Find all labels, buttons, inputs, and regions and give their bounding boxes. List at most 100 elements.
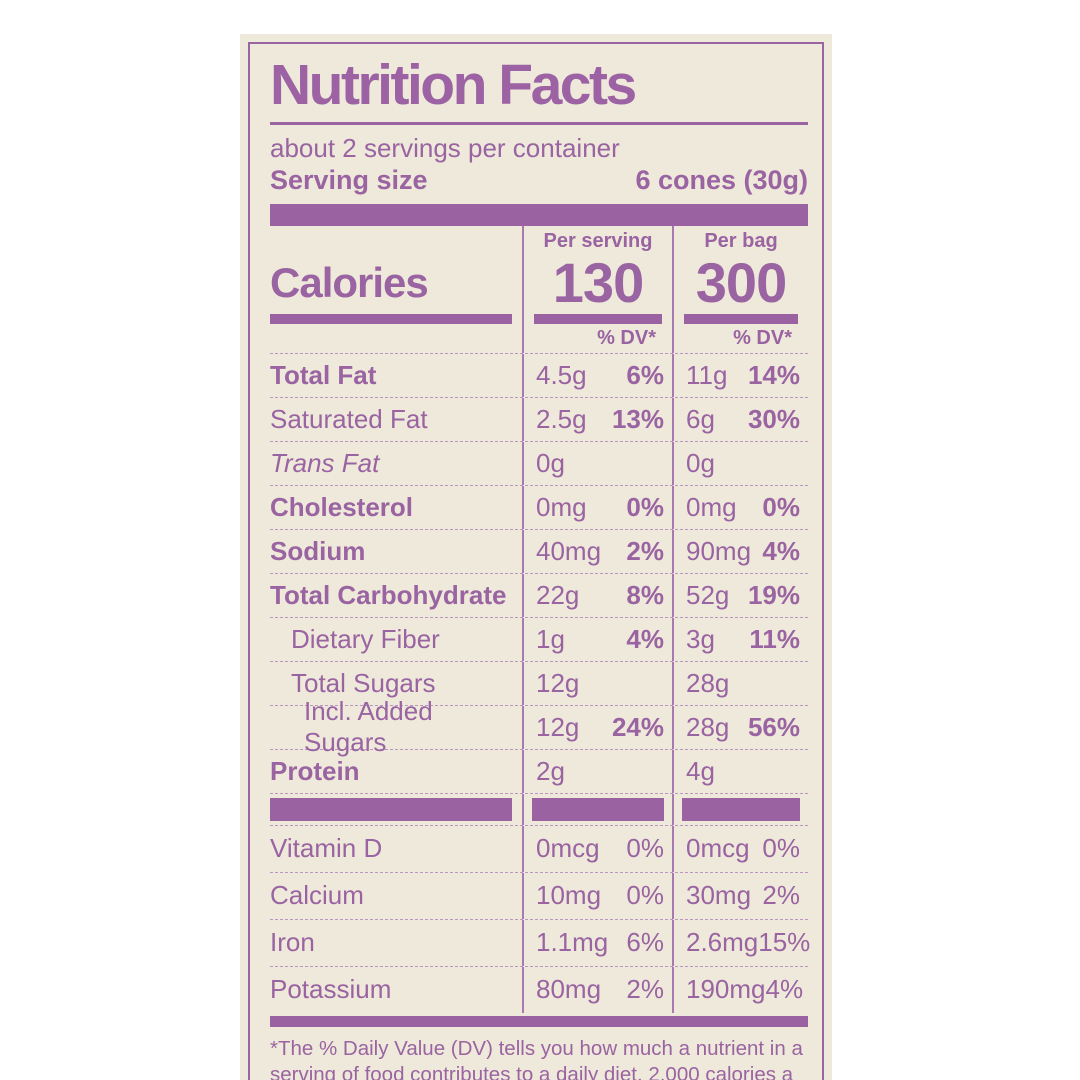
serving-dv: 4%: [626, 623, 664, 654]
bag-amount: 3g: [686, 623, 715, 654]
per-serving-dv-header: % DV*: [597, 326, 656, 349]
bag-amount: 52g: [686, 579, 730, 610]
bag-dv: 0%: [762, 833, 800, 864]
serving-size-value: 6 cones (30g): [635, 164, 808, 195]
serving-size-label: Serving size: [270, 164, 428, 195]
bag-dv: 11%: [749, 623, 800, 654]
per-serving-column: Per serving 130 % DV*: [522, 225, 672, 353]
per-bag-column: Per bag 300 % DV*: [672, 225, 808, 353]
bag-amount: 4g: [686, 755, 715, 786]
calories-underbar: [270, 313, 512, 324]
serving-amount: 2.5g: [536, 403, 587, 434]
per-bag-underbar: [684, 313, 798, 324]
nutrient-row-dietary-fiber: Dietary Fiber 1g 4% 3g 11%: [270, 616, 808, 661]
serving-dv: 8%: [626, 579, 664, 610]
serving-amount: 0g: [536, 447, 565, 478]
nutrient-row-added-sugars: Incl. Added Sugars 12g 24% 28g 56%: [270, 696, 808, 758]
serving-dv: 0%: [626, 491, 664, 522]
per-serving-values: 40mg 2%: [522, 529, 672, 573]
title-rule: [270, 121, 808, 125]
nutrient-row-saturated-fat: Saturated Fat 2.5g 13% 6g 30%: [270, 396, 808, 441]
nutrient-row-sodium: Sodium 40mg 2% 90mg 4%: [270, 528, 808, 573]
per-bag-header: Per bag: [704, 229, 778, 252]
calories-cell: Calories: [270, 226, 522, 353]
nutrient-row-total-sugars: Total Sugars 12g 28g: [270, 660, 808, 705]
daily-value-footnote: *The % Daily Value (DV) tells you how mu…: [270, 1036, 803, 1080]
bag-dv: 56%: [747, 711, 800, 742]
per-bag-dv-header: % DV*: [733, 326, 792, 349]
serving-dv: 13%: [611, 403, 664, 434]
per-bag-values: 6g 30%: [672, 397, 808, 441]
per-bag-values: 0mg 0%: [672, 485, 808, 529]
label-title: Nutrition Facts: [270, 53, 637, 117]
vitamin-name: Calcium: [270, 880, 364, 911]
serving-amount: 1.1mg: [536, 927, 609, 958]
vitamin-name: Vitamin D: [270, 833, 383, 864]
per-bag-values: 0g: [672, 441, 808, 485]
per-serving-values: 2g: [522, 749, 672, 793]
per-bag-values: 4g: [672, 749, 808, 793]
nutrient-name: Total Carbohydrate: [270, 579, 507, 610]
nutrient-row-trans-fat: Trans Fat 0g 0g: [270, 440, 808, 485]
bag-amount: 190mg: [686, 974, 766, 1005]
per-bag-values: 0mcg 0%: [672, 825, 808, 872]
calories-label: Calories: [270, 258, 429, 306]
vitamin-row-calcium: Calcium 10mg 0% 30mg 2%: [270, 871, 808, 919]
servings-per-container: about 2 servings per container: [270, 132, 620, 163]
per-bag-values: 2.6mg 15%: [672, 919, 818, 966]
per-serving-values: 1.1mg 6%: [522, 919, 672, 966]
serving-amount: 2g: [536, 755, 565, 786]
header-divider-bar: [270, 203, 808, 226]
footnote-divider-bar: [270, 1015, 808, 1027]
bag-amount: 0mg: [686, 491, 737, 522]
divider-bar-segment: [532, 797, 664, 821]
serving-amount: 1g: [536, 623, 565, 654]
per-serving-values: 0mcg 0%: [522, 825, 672, 872]
per-serving-calories: 130: [552, 250, 644, 314]
nutrient-row-protein: Protein 2g 4g: [270, 748, 808, 793]
vitamin-row-potassium: Potassium 80mg 2% 190mg 4%: [270, 965, 808, 1013]
per-serving-values: 0mg 0%: [522, 485, 672, 529]
per-bag-values: 28g: [672, 661, 808, 705]
bag-amount: 30mg: [686, 880, 752, 911]
per-bag-values: 28g 56%: [672, 705, 808, 749]
bag-amount: 28g: [686, 711, 730, 742]
bag-amount: 90mg: [686, 535, 752, 566]
serving-dv: 0%: [626, 880, 664, 911]
serving-amount: 12g: [536, 711, 580, 742]
bag-dv: 14%: [747, 359, 800, 390]
serving-dv: 2%: [626, 974, 664, 1005]
bag-dv: 15%: [758, 927, 811, 958]
bag-amount: 11g: [686, 359, 728, 390]
serving-dv: 6%: [626, 927, 664, 958]
bag-dv: 19%: [747, 579, 800, 610]
nutrient-name: Saturated Fat: [270, 403, 428, 434]
serving-amount: 0mg: [536, 491, 587, 522]
serving-dv: 0%: [626, 833, 664, 864]
per-bag-values: 11g 14%: [672, 353, 808, 397]
per-serving-values: 10mg 0%: [522, 872, 672, 919]
bag-amount: 6g: [686, 403, 715, 434]
serving-amount: 80mg: [536, 974, 602, 1005]
per-serving-header: Per serving: [543, 229, 653, 252]
label-border: Nutrition Facts about 2 servings per con…: [248, 42, 824, 1080]
vitamin-name: Potassium: [270, 974, 392, 1005]
bag-amount: 2.6mg: [686, 927, 759, 958]
bag-dv: 4%: [762, 535, 800, 566]
calories-section: Calories Per serving 130 % DV* Per bag 3…: [270, 225, 808, 353]
nutrient-name: Dietary Fiber: [291, 623, 440, 654]
nutrition-label: Nutrition Facts about 2 servings per con…: [240, 34, 832, 1080]
per-serving-values: 80mg 2%: [522, 966, 672, 1013]
bag-amount: 28g: [686, 667, 730, 698]
nutrient-name: Total Fat: [270, 359, 377, 390]
nutrient-name: Cholesterol: [270, 491, 414, 522]
bag-dv: 4%: [765, 974, 804, 1005]
per-serving-values: 12g: [522, 661, 672, 705]
serving-dv: 2%: [626, 535, 664, 566]
bag-dv: 30%: [747, 403, 800, 434]
per-serving-values: 1g 4%: [522, 617, 672, 661]
bag-dv: 0%: [762, 491, 800, 522]
nutrient-name: Incl. Added Sugars: [304, 696, 433, 758]
calories-spacer: [270, 324, 512, 353]
